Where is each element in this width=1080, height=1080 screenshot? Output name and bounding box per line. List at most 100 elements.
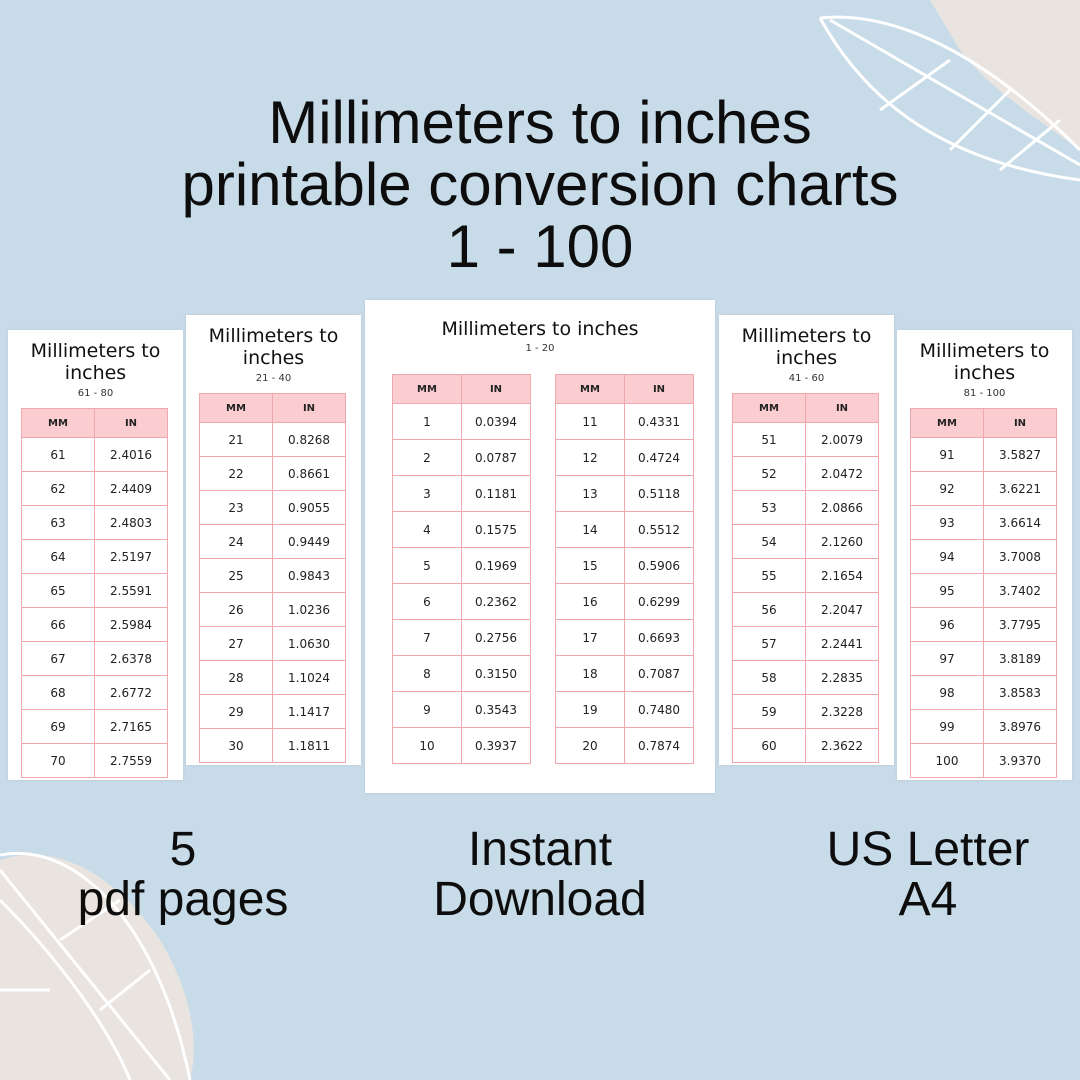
page-range: 21 - 40: [255, 373, 292, 384]
page-title: Millimeters to inches: [208, 325, 339, 369]
table-row: 53 2.0866: [732, 490, 879, 525]
inch-cell: 2.6772: [94, 675, 168, 710]
inch-cell: 3.7402: [983, 573, 1057, 608]
inch-cell: 0.3543: [461, 691, 531, 728]
mm-cell: 19: [555, 691, 625, 728]
mm-cell: 22: [199, 456, 273, 491]
column-header-mm: MM: [732, 393, 806, 423]
mm-cell: 1: [392, 403, 462, 440]
mm-cell: 8: [392, 655, 462, 692]
table-header-row: MM IN: [21, 408, 168, 438]
inch-cell: 0.9449: [272, 524, 346, 559]
table-header-row: MM IN: [910, 408, 1057, 438]
mm-cell: 59: [732, 694, 806, 729]
table-row: 69 2.7165: [21, 709, 168, 744]
table-row: 25 0.9843: [199, 558, 346, 593]
inch-cell: 3.7008: [983, 539, 1057, 574]
conversion-table: MM IN 51 2.0079 52 2.0472 53 2.0866 54 2.1260 55 2.…: [732, 393, 879, 763]
inch-cell: 0.6299: [624, 583, 694, 620]
inch-cell: 0.0787: [461, 439, 531, 476]
table-row: 62 2.4409: [21, 471, 168, 506]
table-row: 10 0.3937: [392, 727, 531, 764]
mm-cell: 52: [732, 456, 806, 491]
inch-cell: 1.1811: [272, 728, 346, 763]
inch-cell: 3.8189: [983, 641, 1057, 676]
inch-cell: 0.5512: [624, 511, 694, 548]
mm-cell: 30: [199, 728, 273, 763]
instant-label: Instant: [467, 823, 613, 876]
inch-cell: 2.2047: [805, 592, 879, 627]
mm-cell: 4: [392, 511, 462, 548]
mm-cell: 99: [910, 709, 984, 744]
table-row: 61 2.4016: [21, 437, 168, 472]
mm-cell: 24: [199, 524, 273, 559]
page-range: 41 - 60: [788, 373, 825, 384]
column-header-mm: MM: [910, 408, 984, 438]
mm-cell: 3: [392, 475, 462, 512]
inch-cell: 2.7165: [94, 709, 168, 744]
table-row: 55 2.1654: [732, 558, 879, 593]
mm-cell: 58: [732, 660, 806, 695]
column-header-mm: MM: [392, 374, 462, 404]
pages-count: 5: [169, 823, 197, 876]
table-row: 52 2.0472: [732, 456, 879, 491]
inch-cell: 3.6614: [983, 505, 1057, 540]
inch-cell: 1.1417: [272, 694, 346, 729]
headline-line-1: Millimeters to inches: [268, 89, 812, 156]
table-row: 63 2.4803: [21, 505, 168, 540]
mm-cell: 6: [392, 583, 462, 620]
mm-cell: 91: [910, 437, 984, 472]
mm-cell: 2: [392, 439, 462, 476]
mm-cell: 17: [555, 619, 625, 656]
table-row: 19 0.7480: [555, 691, 694, 728]
table-header-row: MM IN: [392, 374, 531, 404]
mm-cell: 27: [199, 626, 273, 661]
feature-sizes: US Letter A4: [778, 825, 1078, 925]
column-header-in: IN: [805, 393, 879, 423]
table-row: 5 0.1969: [392, 547, 531, 584]
conversion-table-left: MM IN 1 0.0394 2 0.0787 3 0.1181 4 0.1575 5 0.1969 6…: [392, 374, 531, 764]
inch-cell: 2.2441: [805, 626, 879, 661]
table-row: 26 1.0236: [199, 592, 346, 627]
inch-cell: 3.6221: [983, 471, 1057, 506]
table-row: 51 2.0079: [732, 422, 879, 457]
table-row: 66 2.5984: [21, 607, 168, 642]
mm-cell: 15: [555, 547, 625, 584]
page-title: Millimeters to inches: [919, 340, 1050, 384]
table-row: 14 0.5512: [555, 511, 694, 548]
column-header-in: IN: [94, 408, 168, 438]
inch-cell: 2.7559: [94, 743, 168, 778]
mm-cell: 67: [21, 641, 95, 676]
mm-cell: 70: [21, 743, 95, 778]
table-row: 59 2.3228: [732, 694, 879, 729]
headline-line-2: printable conversion charts: [181, 151, 899, 218]
table-row: 93 3.6614: [910, 505, 1057, 540]
inch-cell: 0.3150: [461, 655, 531, 692]
inch-cell: 0.1181: [461, 475, 531, 512]
inch-cell: 0.0394: [461, 403, 531, 440]
table-row: 29 1.1417: [199, 694, 346, 729]
table-row: 8 0.3150: [392, 655, 531, 692]
mm-cell: 95: [910, 573, 984, 608]
inch-cell: 0.8268: [272, 422, 346, 457]
page-range: 1 - 20: [525, 343, 555, 354]
conversion-table: MM IN 21 0.8268 22 0.8661 23 0.9055 24 0.9449 25 0.…: [199, 393, 346, 763]
table-row: 17 0.6693: [555, 619, 694, 656]
page-title: Millimeters to inches: [30, 340, 161, 384]
inch-cell: 2.3622: [805, 728, 879, 763]
mm-cell: 25: [199, 558, 273, 593]
inch-cell: 2.1654: [805, 558, 879, 593]
page-1-20: Millimeters to inches 1 - 20 MM IN 1 0.0394…: [365, 300, 715, 793]
mm-cell: 65: [21, 573, 95, 608]
table-header-row: MM IN: [555, 374, 694, 404]
inch-cell: 0.9843: [272, 558, 346, 593]
inch-cell: 0.9055: [272, 490, 346, 525]
inch-cell: 3.8583: [983, 675, 1057, 710]
table-row: 56 2.2047: [732, 592, 879, 627]
mm-cell: 63: [21, 505, 95, 540]
table-row: 21 0.8268: [199, 422, 346, 457]
mm-cell: 5: [392, 547, 462, 584]
inch-cell: 3.8976: [983, 709, 1057, 744]
table-row: 100 3.9370: [910, 743, 1057, 778]
